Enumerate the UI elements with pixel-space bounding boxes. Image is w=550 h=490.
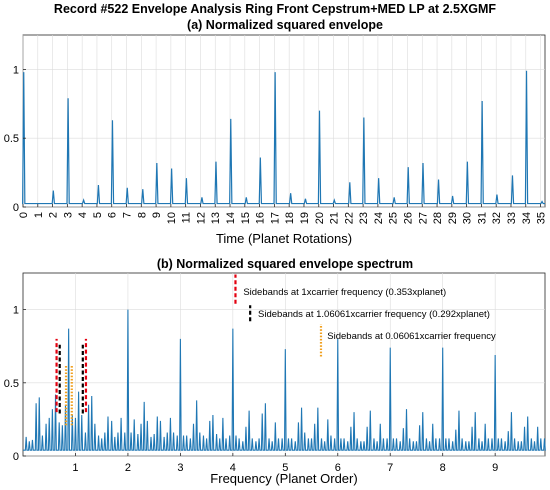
panel-b-spectrum-line — [23, 309, 546, 451]
x-tick-label: 10 — [166, 212, 178, 224]
x-tick-label: 9 — [151, 212, 163, 218]
y-tick-label: 0 — [13, 202, 19, 214]
x-tick-label: 34 — [521, 212, 533, 224]
panel-b-x-ticks: 1 2 3 4 5 6 7 8 9 — [72, 453, 498, 474]
x-tick-label: 7 — [122, 212, 134, 218]
x-tick-label: 8 — [440, 462, 446, 474]
x-tick-label: 4 — [230, 462, 236, 474]
y-tick-label: 0.5 — [4, 133, 19, 145]
x-tick-label: 23 — [358, 212, 370, 224]
x-tick-label: 33 — [506, 212, 518, 224]
x-tick-label: 13 — [210, 212, 222, 224]
x-tick-label: 31 — [476, 212, 488, 224]
panel-b-x-label: Frequency (Planet Order) — [210, 471, 357, 486]
panel-b-y-ticks: 00.51 — [4, 305, 26, 463]
panel-a-x-label: Time (Planet Rotations) — [216, 231, 352, 246]
panel-b-chart: (b) Normalized squared envelope spectrum… — [4, 257, 546, 486]
x-tick-label: 0 — [18, 212, 30, 218]
x-tick-label: 3 — [62, 212, 74, 218]
x-tick-label: 1 — [33, 212, 45, 218]
x-tick-label: 7 — [387, 462, 393, 474]
panel-b-plot-area — [22, 272, 546, 457]
x-tick-label: 16 — [255, 212, 267, 224]
x-tick-label: 2 — [125, 462, 131, 474]
y-tick-label: 0 — [13, 451, 19, 463]
x-tick-label: 27 — [417, 212, 429, 224]
panel-b-sideband-markers — [55, 338, 88, 426]
x-tick-label: 5 — [92, 212, 104, 218]
panel-a-envelope-line — [22, 70, 545, 205]
panel-a-plot-area — [22, 34, 546, 208]
x-tick-label: 17 — [269, 212, 281, 224]
x-tick-label: 11 — [181, 212, 193, 223]
x-tick-label: 3 — [177, 462, 183, 474]
x-tick-label: 21 — [329, 212, 341, 224]
annotation-label: Sidebands at 0.06061xcarrier frequency — [327, 331, 496, 342]
x-tick-label: 35 — [536, 212, 548, 224]
x-tick-label: 32 — [491, 212, 503, 224]
panel-a-x-ticks: 0 1 2 3 4 5 6 7 8 9 10 11 12 13 14 15 16 17 18 19 20 21 22 23 24… — [18, 204, 548, 224]
panel-a-y-ticks: 00.51 — [4, 64, 26, 214]
x-tick-label: 29 — [447, 212, 459, 224]
x-tick-label: 6 — [107, 212, 119, 218]
x-tick-label: 20 — [314, 212, 326, 224]
figure-title: Record #522 Envelope Analysis Ring Front… — [54, 2, 496, 16]
panel-b-annotations: Sidebands at 1xcarrier frequency (0.353x… — [234, 274, 496, 357]
x-tick-label: 28 — [432, 212, 444, 224]
x-tick-label: 14 — [225, 212, 237, 224]
x-tick-label: 30 — [462, 212, 474, 224]
x-tick-label: 18 — [284, 212, 296, 224]
x-tick-label: 15 — [240, 212, 252, 224]
x-tick-label: 1 — [72, 462, 78, 474]
y-tick-label: 1 — [13, 64, 19, 76]
x-tick-label: 4 — [77, 212, 89, 218]
annotation-label: Sidebands at 1.06061xcarrier frequency (… — [258, 309, 490, 320]
x-tick-label: 2 — [48, 212, 60, 218]
x-tick-label: 22 — [343, 212, 355, 224]
x-tick-label: 6 — [335, 462, 341, 474]
x-tick-label: 26 — [402, 212, 414, 224]
x-tick-label: 24 — [373, 212, 385, 224]
x-tick-label: 25 — [388, 212, 400, 224]
panel-b-title: (b) Normalized squared envelope spectrum — [157, 257, 413, 271]
x-tick-label: 5 — [282, 462, 288, 474]
x-tick-label: 8 — [136, 212, 148, 218]
panel-a-title: (a) Normalized squared envelope — [187, 18, 383, 32]
y-tick-label: 1 — [13, 305, 19, 317]
x-tick-label: 19 — [299, 212, 311, 224]
annotation-label: Sidebands at 1xcarrier frequency (0.353x… — [243, 287, 446, 298]
x-tick-label: 12 — [195, 212, 207, 224]
y-tick-label: 0.5 — [4, 378, 19, 390]
x-tick-label: 9 — [492, 462, 498, 474]
